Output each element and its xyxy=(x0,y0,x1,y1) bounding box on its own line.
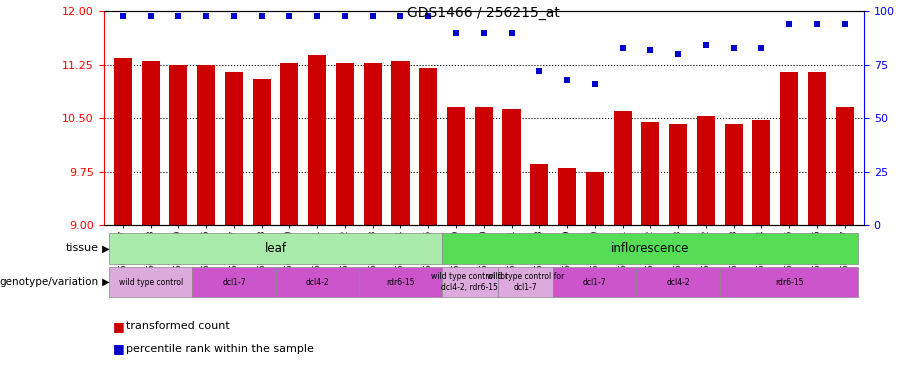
Bar xyxy=(724,124,742,225)
Bar xyxy=(169,64,187,225)
Bar xyxy=(281,63,299,225)
Bar xyxy=(642,122,660,225)
Text: inflorescence: inflorescence xyxy=(611,242,689,255)
Bar xyxy=(308,56,326,225)
Bar xyxy=(275,267,359,297)
Bar xyxy=(141,61,159,225)
Bar xyxy=(419,68,437,225)
Text: ▶: ▶ xyxy=(99,243,110,254)
Bar xyxy=(498,267,554,297)
Text: wild type control: wild type control xyxy=(119,278,183,286)
Text: leaf: leaf xyxy=(265,242,286,255)
Bar xyxy=(442,233,859,264)
Bar xyxy=(554,267,636,297)
Bar xyxy=(392,61,410,225)
Bar xyxy=(253,79,271,225)
Text: dcl4-2: dcl4-2 xyxy=(666,278,690,286)
Bar xyxy=(780,72,798,225)
Bar xyxy=(614,111,632,225)
Text: ▶: ▶ xyxy=(99,277,110,287)
Bar xyxy=(197,64,215,225)
Text: tissue: tissue xyxy=(66,243,99,254)
Bar xyxy=(474,107,493,225)
Text: rdr6-15: rdr6-15 xyxy=(775,278,804,286)
Bar xyxy=(193,267,275,297)
Bar xyxy=(359,267,442,297)
Bar xyxy=(636,267,720,297)
Bar xyxy=(364,63,382,225)
Bar xyxy=(558,168,576,225)
Text: dcl1-7: dcl1-7 xyxy=(583,278,607,286)
Bar xyxy=(530,165,548,225)
Bar xyxy=(109,267,193,297)
Bar xyxy=(752,120,770,225)
Bar xyxy=(114,58,132,225)
Text: percentile rank within the sample: percentile rank within the sample xyxy=(126,344,314,354)
Text: wild type control for
dcl4-2, rdr6-15: wild type control for dcl4-2, rdr6-15 xyxy=(431,273,508,292)
Bar xyxy=(225,72,243,225)
Bar xyxy=(835,107,853,225)
Bar xyxy=(808,72,826,225)
Bar xyxy=(336,63,354,225)
Text: genotype/variation: genotype/variation xyxy=(0,277,99,287)
Bar xyxy=(109,233,442,264)
Text: transformed count: transformed count xyxy=(126,321,230,331)
Text: rdr6-15: rdr6-15 xyxy=(386,278,415,286)
Text: ■: ■ xyxy=(112,320,124,333)
Text: GDS1466 / 256215_at: GDS1466 / 256215_at xyxy=(408,6,560,20)
Bar xyxy=(669,124,687,225)
Text: wild type control for
dcl1-7: wild type control for dcl1-7 xyxy=(487,273,564,292)
Bar xyxy=(697,116,715,225)
Bar xyxy=(720,267,859,297)
Bar xyxy=(447,107,465,225)
Text: dcl4-2: dcl4-2 xyxy=(305,278,329,286)
Bar xyxy=(502,109,520,225)
Text: ■: ■ xyxy=(112,342,124,355)
Bar xyxy=(442,267,498,297)
Bar xyxy=(586,172,604,225)
Text: dcl1-7: dcl1-7 xyxy=(222,278,246,286)
